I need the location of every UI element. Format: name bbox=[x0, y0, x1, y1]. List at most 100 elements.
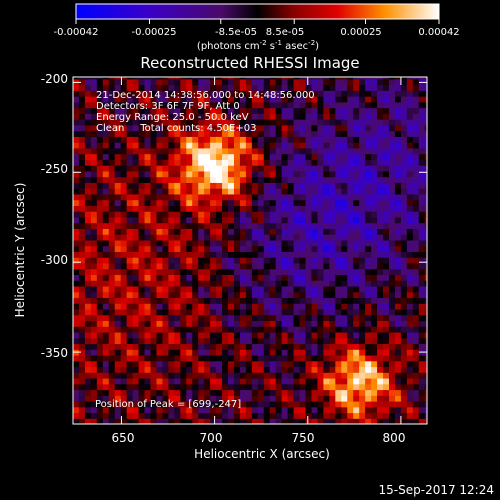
heatmap-cell bbox=[192, 124, 199, 132]
heatmap-cell bbox=[251, 354, 259, 362]
heatmap-cell bbox=[138, 119, 146, 126]
heatmap-cell bbox=[299, 119, 307, 126]
heatmap-cell bbox=[293, 268, 301, 276]
heatmap-cell bbox=[299, 142, 307, 149]
heatmap-cell bbox=[168, 326, 175, 333]
heatmap-cell bbox=[156, 142, 164, 149]
heatmap-cell bbox=[180, 193, 187, 201]
heatmap-cell bbox=[150, 182, 158, 189]
heatmap-cell bbox=[204, 389, 211, 396]
heatmap-cell bbox=[102, 245, 110, 252]
heatmap-cell bbox=[96, 412, 104, 419]
heatmap-cell bbox=[335, 320, 342, 327]
heatmap-cell bbox=[192, 303, 199, 310]
axis-ticks bbox=[73, 77, 427, 424]
heatmap-cell bbox=[186, 314, 193, 322]
heatmap-cell bbox=[174, 326, 181, 333]
heatmap-cell bbox=[180, 251, 187, 258]
heatmap-cell bbox=[102, 285, 110, 293]
heatmap-cell bbox=[144, 326, 152, 333]
heatmap-cell bbox=[216, 90, 223, 97]
heatmap-cell bbox=[365, 360, 372, 368]
heatmap-cell bbox=[114, 216, 122, 224]
heatmap-cell bbox=[275, 130, 283, 137]
heatmap-cell bbox=[424, 199, 427, 206]
heatmap-cell bbox=[90, 377, 98, 385]
heatmap-cell bbox=[120, 308, 128, 316]
heatmap-cell bbox=[239, 239, 247, 247]
heatmap-cell bbox=[216, 372, 223, 379]
heatmap-cell bbox=[371, 366, 378, 373]
heatmap-cell bbox=[73, 303, 80, 310]
heatmap-cell bbox=[281, 182, 289, 189]
heatmap-cell bbox=[400, 303, 408, 310]
heatmap-cell bbox=[335, 354, 342, 362]
heatmap-cell bbox=[287, 147, 295, 155]
heatmap-cell bbox=[275, 285, 283, 293]
heatmap-cell bbox=[168, 119, 175, 126]
heatmap-cell bbox=[293, 188, 301, 195]
heatmap-cell bbox=[329, 349, 336, 356]
heatmap-cell bbox=[108, 297, 116, 304]
heatmap-cell bbox=[371, 222, 378, 229]
heatmap-cell bbox=[281, 216, 289, 224]
heatmap-cell bbox=[263, 142, 271, 149]
heatmap-cell bbox=[317, 176, 325, 183]
heatmap-cell bbox=[400, 245, 408, 252]
heatmap-cell bbox=[90, 354, 98, 362]
heatmap-cell bbox=[406, 274, 414, 281]
heatmap-cell bbox=[412, 280, 420, 287]
heatmap-cell bbox=[132, 349, 140, 356]
heatmap-cell bbox=[222, 251, 229, 258]
heatmap-cell bbox=[120, 153, 128, 160]
heatmap-cell bbox=[329, 274, 336, 281]
heatmap-cell bbox=[168, 84, 175, 91]
heatmap-cell bbox=[269, 320, 277, 327]
heatmap-cell bbox=[359, 360, 366, 368]
heatmap-cell bbox=[305, 96, 313, 103]
heatmap-cell bbox=[371, 285, 378, 293]
heatmap-cell bbox=[120, 354, 128, 362]
heatmap-cell bbox=[84, 366, 92, 373]
heatmap-cell bbox=[323, 239, 330, 247]
heatmap-cell bbox=[275, 216, 283, 224]
heatmap-cell bbox=[383, 176, 390, 183]
heatmap-cell bbox=[186, 383, 193, 391]
heatmap-cell bbox=[311, 349, 319, 356]
heatmap-cell bbox=[120, 280, 128, 287]
heatmap-cell bbox=[400, 257, 408, 264]
heatmap-cell bbox=[305, 314, 313, 322]
heatmap-cell bbox=[150, 96, 158, 103]
heatmap-cell bbox=[150, 297, 158, 304]
heatmap-cell bbox=[78, 77, 86, 80]
heatmap-cell bbox=[412, 377, 420, 385]
heatmap-cell bbox=[114, 297, 122, 304]
heatmap-cell bbox=[132, 274, 140, 281]
heatmap-cell bbox=[108, 165, 116, 172]
heatmap-cell bbox=[311, 406, 319, 414]
heatmap-cell bbox=[132, 78, 140, 86]
heatmap-cell bbox=[275, 234, 283, 241]
heatmap-cell bbox=[144, 96, 152, 103]
heatmap-cell bbox=[412, 119, 420, 126]
heatmap-cell bbox=[353, 113, 360, 120]
heatmap-cell bbox=[186, 199, 193, 206]
heatmap-cell bbox=[102, 90, 110, 97]
heatmap-cell bbox=[394, 383, 402, 391]
heatmap-cell bbox=[329, 136, 336, 143]
heatmap-cell bbox=[406, 406, 414, 414]
heatmap-cell bbox=[216, 257, 223, 264]
heatmap-cell bbox=[138, 205, 146, 212]
heatmap-cell bbox=[311, 274, 319, 281]
heatmap-cell bbox=[90, 360, 98, 368]
heatmap-cell bbox=[108, 84, 116, 91]
heatmap-cell bbox=[78, 274, 86, 281]
heatmap-cell bbox=[317, 349, 325, 356]
heatmap-cell bbox=[305, 251, 313, 258]
heatmap-cell bbox=[400, 147, 408, 155]
heatmap-cell bbox=[383, 113, 390, 120]
heatmap-cell bbox=[251, 153, 259, 160]
heatmap-cell bbox=[269, 199, 277, 206]
heatmap-cell bbox=[347, 107, 354, 114]
heatmap-cell bbox=[287, 124, 295, 132]
